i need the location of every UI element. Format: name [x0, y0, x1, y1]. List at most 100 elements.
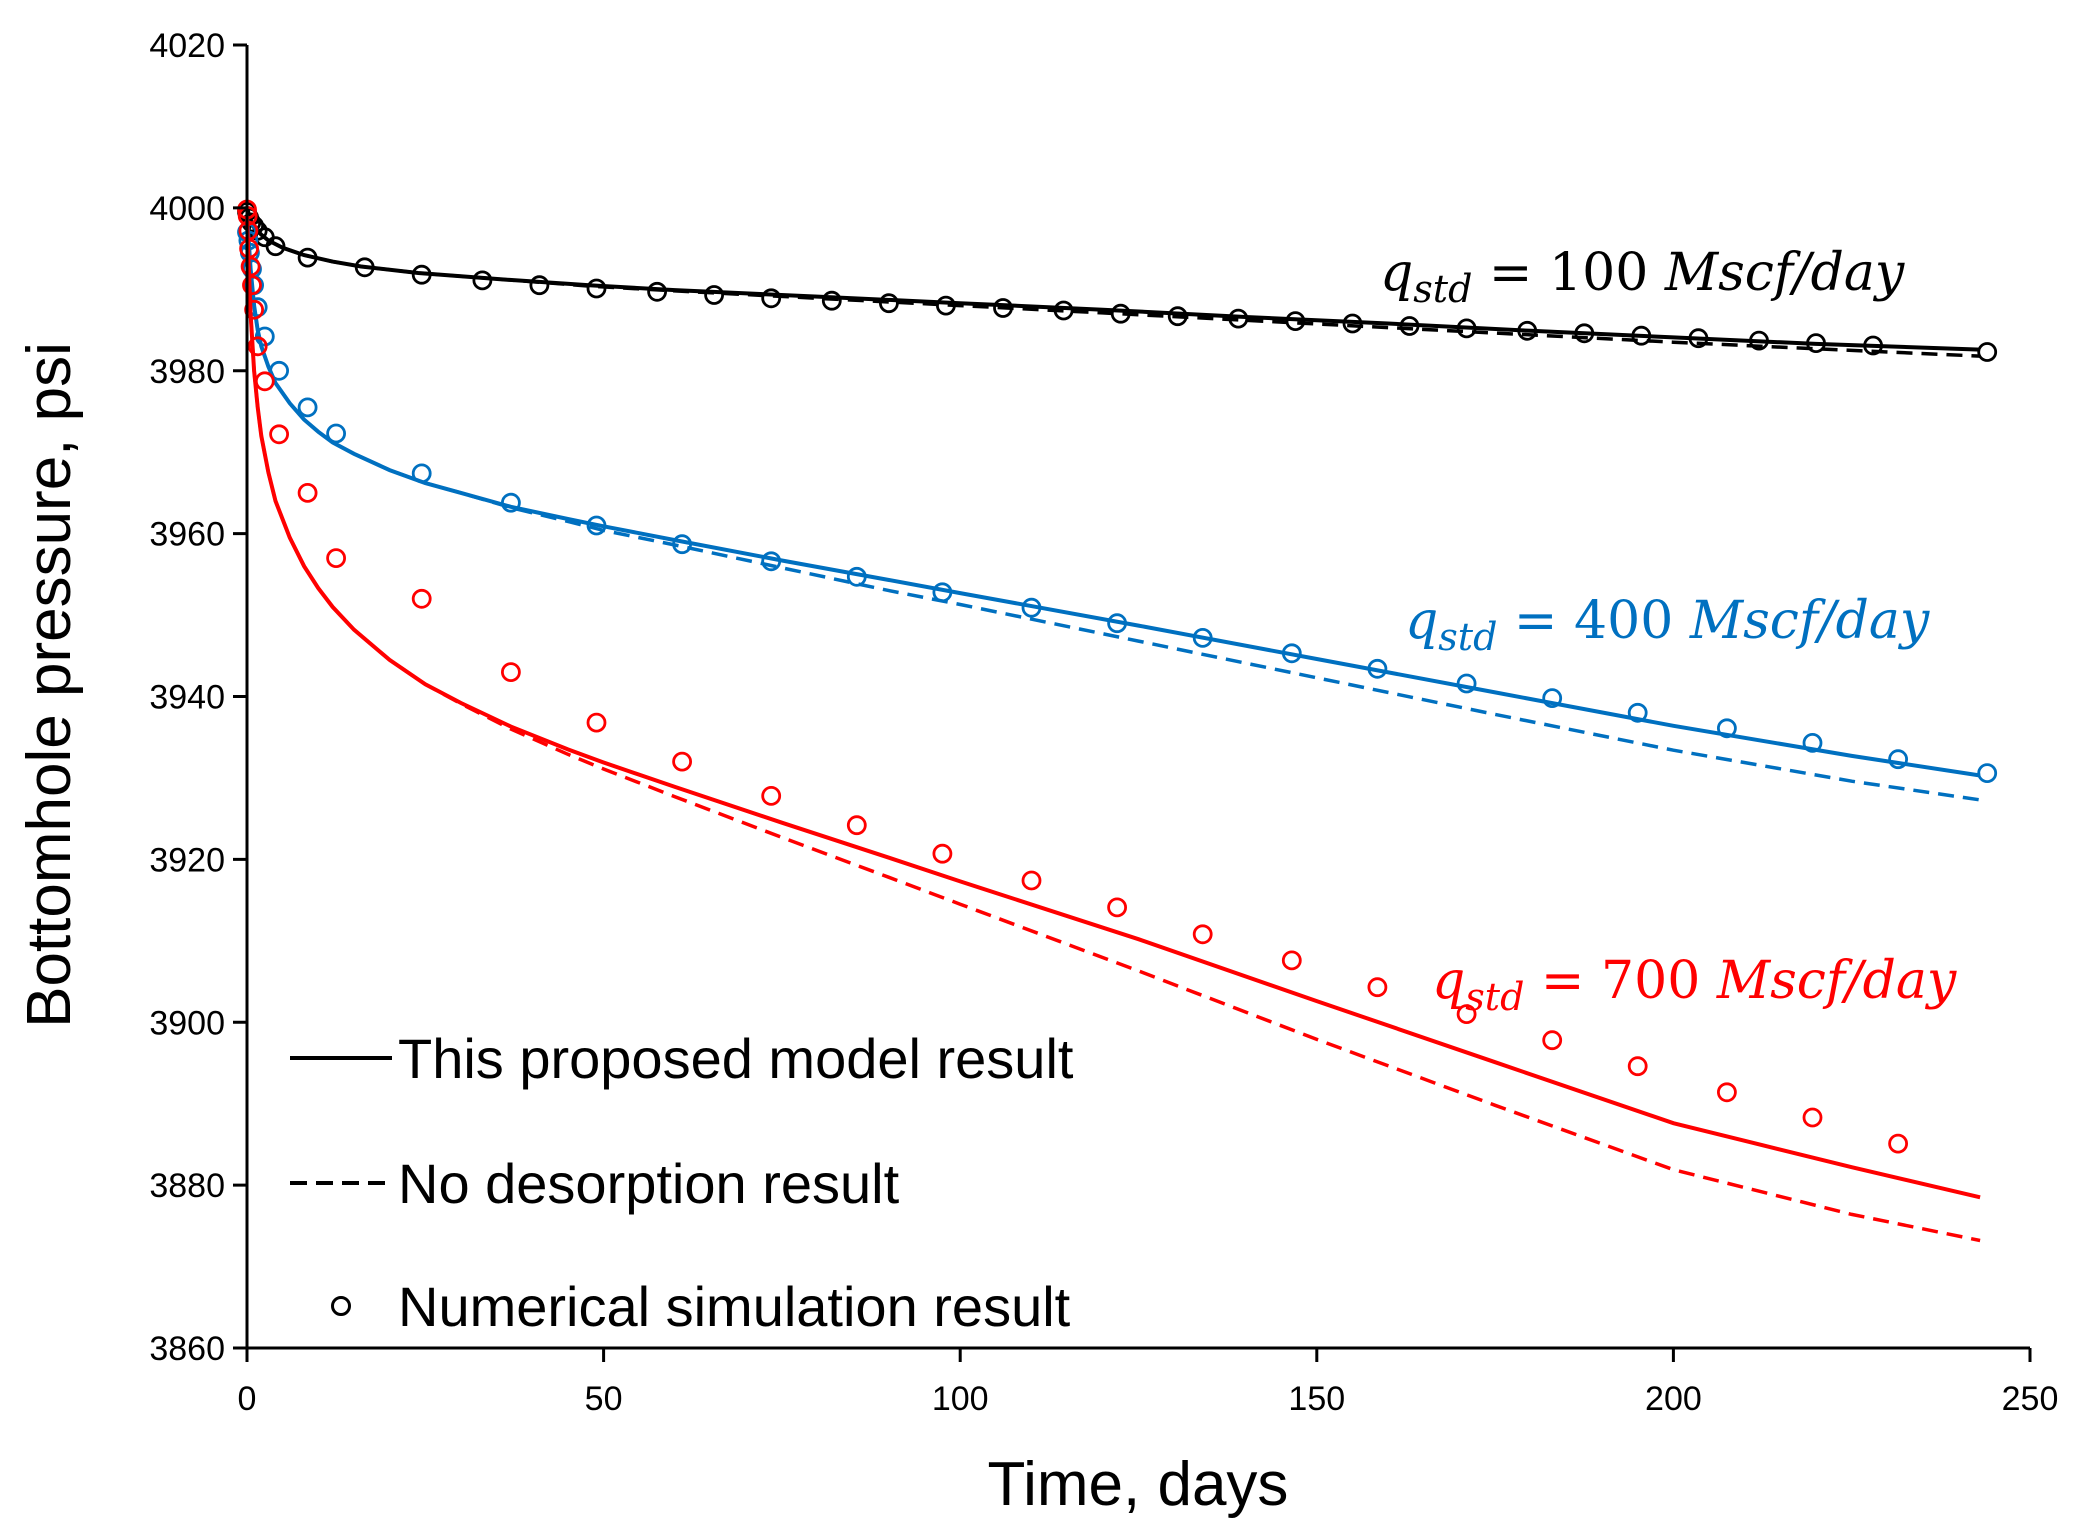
series-annotations: qstd = 100 Mscf/day qstd = 400 Mscf/day … — [1380, 243, 1957, 1019]
simulation-point — [1399, 316, 1420, 336]
simulation-point — [846, 815, 867, 836]
annotation-q100-q: q — [1380, 243, 1413, 303]
y-axis-label: Bottomhole pressure, psi — [15, 342, 84, 1028]
simulation-point — [1285, 311, 1306, 332]
simulation-point — [1021, 597, 1042, 618]
simulation-point — [1542, 1030, 1563, 1051]
y-tick-label: 3960 — [149, 516, 225, 554]
simulation-point — [1110, 303, 1131, 324]
y-tick-label: 4000 — [149, 190, 225, 228]
x-tick-label: 50 — [585, 1380, 623, 1418]
y-tick-label: 3980 — [149, 353, 225, 391]
simulation-point — [1342, 313, 1363, 334]
simulation-point — [500, 492, 521, 513]
simulation-point — [1281, 643, 1302, 664]
simulation-point — [672, 534, 692, 555]
simulation-point — [326, 423, 347, 444]
annotation-q400-sub: std — [1438, 615, 1497, 659]
x-tick-label: 250 — [2002, 1380, 2059, 1418]
simulation-point — [529, 275, 550, 296]
simulation-point — [265, 236, 286, 257]
annotation-q400-value: = 400 — [1497, 591, 1689, 651]
simulation-point — [1053, 300, 1074, 321]
simulation-point — [1631, 325, 1652, 346]
x-tick-label: 150 — [1288, 1380, 1345, 1418]
y-tick-label: 3900 — [149, 1004, 225, 1042]
annotation-q400-q: q — [1405, 591, 1438, 651]
simulation-point — [761, 288, 782, 309]
simulation-point — [269, 424, 290, 445]
simulation-point — [1367, 658, 1388, 679]
simulation-point — [879, 293, 899, 314]
series-q400 — [237, 215, 1998, 802]
simulation-point — [411, 588, 432, 609]
simulation-point — [247, 336, 268, 357]
simulation-point — [500, 662, 521, 682]
simulation-point — [242, 275, 262, 296]
annotation-q700-sub: std — [1465, 975, 1524, 1019]
annotation-q700-unit: Mscf/day — [1716, 951, 1957, 1011]
simulation-point — [846, 566, 867, 587]
x-tick-label: 0 — [238, 1380, 257, 1418]
simulation-point — [354, 257, 375, 278]
annotation-q100-unit: Mscf/day — [1664, 243, 1905, 303]
simulation-point — [1802, 1107, 1823, 1128]
simulation-point — [326, 548, 347, 568]
ticks: 3860 3880 3900 3920 3940 3960 3980 4000 4020 0 50 1… — [149, 27, 2058, 1418]
simulation-point — [1749, 330, 1769, 351]
simulation-point — [1456, 318, 1477, 339]
simulation-point — [1456, 1004, 1477, 1024]
simulation-point — [411, 463, 432, 484]
simulation-point — [1167, 306, 1188, 327]
annotation-q400: qstd = 400 Mscf/day — [1405, 591, 1930, 659]
annotation-q700-value: = 700 — [1524, 951, 1716, 1011]
simulation-point — [932, 582, 953, 603]
y-tick-label: 3860 — [149, 1330, 225, 1368]
simulation-point — [1806, 333, 1826, 354]
y-tick-label: 3880 — [149, 1167, 225, 1205]
simulation-point — [472, 270, 493, 291]
model-line — [245, 215, 1981, 778]
simulation-point — [269, 360, 290, 381]
simulation-point — [672, 751, 692, 772]
simulation-point — [411, 264, 432, 285]
simulation-point — [1281, 950, 1302, 971]
simulation-point — [1517, 320, 1538, 341]
legend-label-model: This proposed model result — [398, 1027, 1074, 1090]
simulation-point — [297, 247, 318, 268]
simulation-point — [1977, 342, 1998, 362]
simulation-point — [1977, 763, 1998, 783]
simulation-point — [1021, 870, 1042, 891]
simulation-point — [1456, 673, 1477, 694]
simulation-point — [704, 285, 724, 305]
simulation-point — [1367, 977, 1388, 998]
simulation-point — [1717, 718, 1737, 739]
simulation-point — [821, 290, 842, 311]
simulation-point — [297, 397, 318, 418]
series-q700 — [237, 199, 1981, 1243]
series-q100 — [237, 201, 1998, 362]
simulation-point — [932, 843, 953, 864]
no-desorption-line — [245, 215, 1981, 802]
simulation-point — [586, 278, 607, 299]
annotation-q700-q: q — [1432, 951, 1465, 1011]
simulation-point — [240, 256, 261, 277]
simulation-point — [586, 515, 607, 536]
annotation-q100-value: = 100 — [1472, 243, 1664, 303]
simulation-point — [647, 281, 667, 302]
simulation-point — [1542, 688, 1563, 708]
annotation-q400-unit: Mscf/day — [1689, 591, 1930, 651]
y-tick-label: 3920 — [149, 841, 225, 879]
legend: This proposed model result No desorption… — [290, 1027, 1074, 1338]
simulation-point — [1627, 1056, 1648, 1077]
x-tick-label: 200 — [1645, 1380, 1702, 1418]
legend-label-simulation: Numerical simulation result — [398, 1275, 1071, 1338]
simulation-point — [1688, 328, 1709, 349]
simulation-point — [936, 295, 956, 316]
simulation-point — [1888, 749, 1908, 770]
legend-label-no-desorption: No desorption result — [398, 1152, 900, 1215]
simulation-point — [1717, 1082, 1737, 1103]
simulation-point — [1888, 1133, 1908, 1154]
x-tick-label: 100 — [932, 1380, 989, 1418]
